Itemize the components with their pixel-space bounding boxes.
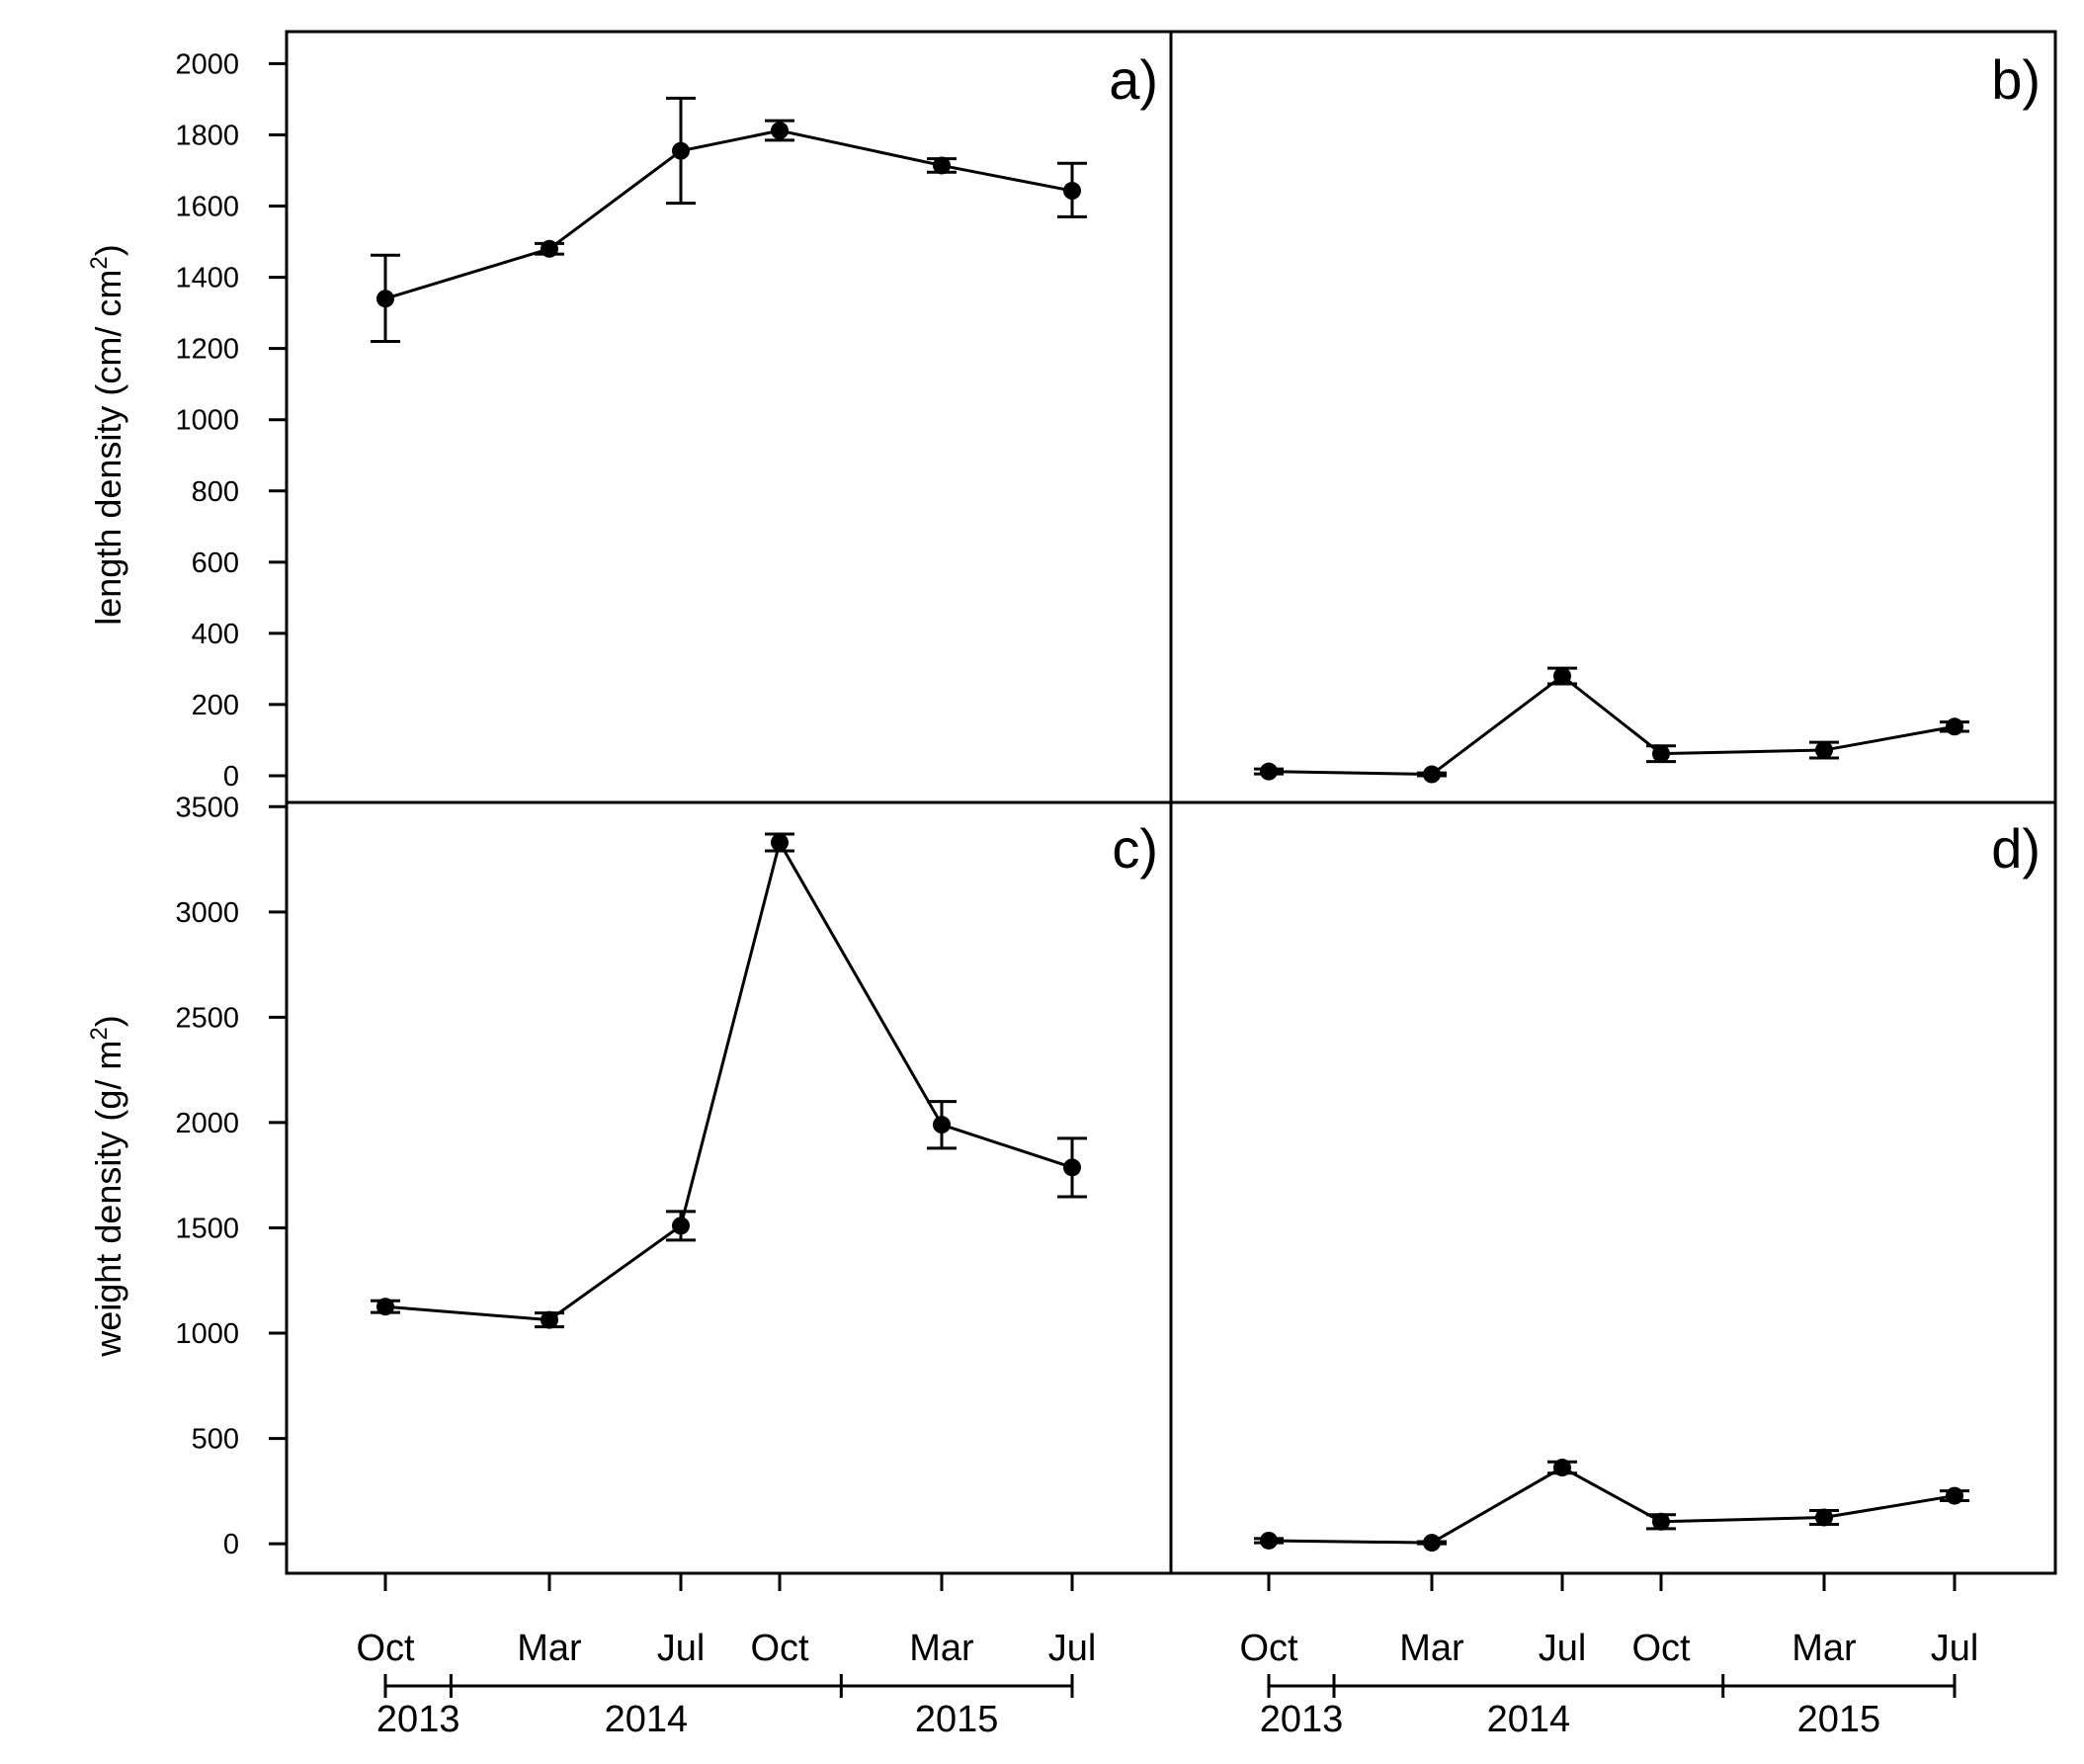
panel-c-y-tick-label: 1000: [175, 1318, 239, 1350]
panel-c-year-label: 2015: [915, 1699, 999, 1740]
panel-label-d: d): [1991, 817, 2041, 880]
panel-a-series-line: [384, 128, 1073, 300]
panel-d-data-point: [1423, 1534, 1441, 1553]
panel-b-series-line: [1268, 674, 1956, 777]
panel-d-x-tick-label: Oct: [1239, 1628, 1298, 1669]
panel-c-data-point: [771, 833, 789, 852]
chart-marks: 0 200 400 600 800 1000 1200 1400 1600 1800 2000 0 50…: [175, 48, 1978, 1740]
panel-a-y-tick-label: 400: [192, 619, 239, 650]
panel-d-series-line: [1268, 1466, 1956, 1545]
panel-c-x-tick-label: Mar: [909, 1628, 974, 1669]
panel-c-year-label: 2014: [605, 1699, 689, 1740]
panel-d-x-tick-label: Oct: [1631, 1628, 1691, 1669]
panel-b-data-point: [1652, 744, 1670, 763]
panel-d-data-point: [1815, 1508, 1833, 1527]
panel-a-y-tick-label: 1800: [175, 120, 239, 151]
panel-c-y-tick-label: 3500: [175, 792, 239, 823]
panel-a-data-point: [672, 141, 690, 160]
panel-c-x-tick-label: Jul: [657, 1628, 706, 1669]
panel-a-data-point: [541, 239, 558, 258]
panel-label-b: b): [1991, 48, 2041, 111]
panel-c-y-tick-label: 3000: [175, 897, 239, 929]
panel-a-y-tick-label: 1000: [175, 405, 239, 437]
panel-d-data-point: [1553, 1459, 1571, 1477]
panel-a-y-tick-label: 0: [223, 761, 239, 793]
panel-c-data-point: [672, 1217, 690, 1235]
panel-a-y-tick-label: 2000: [175, 48, 239, 80]
panel-b-data-point: [1260, 762, 1278, 781]
panel-c-y-tick-label: 1500: [175, 1213, 239, 1244]
panel-d-data-point: [1260, 1531, 1278, 1550]
panel-a-y-tick-label: 600: [192, 547, 239, 579]
panel-d-x-tick-label: Jul: [1539, 1628, 1587, 1669]
panel-c-year-label: 2013: [376, 1699, 460, 1740]
panel-a-data-point: [771, 122, 789, 140]
panel-c-data-point: [933, 1116, 951, 1134]
panel-c-y-tick-label: 0: [223, 1529, 239, 1560]
panel-d-year-label: 2013: [1260, 1699, 1344, 1740]
panel-a-y-tick-label: 200: [192, 690, 239, 721]
panel-c-y-tick-label: 2000: [175, 1108, 239, 1139]
panel-c-x-tick-label: Mar: [517, 1628, 582, 1669]
panel-d-year-label: 2014: [1487, 1699, 1571, 1740]
panel-a-data-point: [933, 156, 951, 175]
panel-b-data-point: [1553, 667, 1571, 686]
panel-a-data-point: [1063, 182, 1081, 201]
panel-d-data-point: [1946, 1486, 1963, 1505]
panel-c-series-line: [384, 838, 1073, 1322]
panel-a-y-tick-label: 800: [192, 476, 239, 508]
panel-d-data-point: [1652, 1512, 1670, 1531]
panel-c-x-tick-label: Oct: [356, 1628, 415, 1669]
panel-a-y-tick-label: 1400: [175, 263, 239, 294]
panel-d-x-tick-label: Mar: [1792, 1628, 1857, 1669]
panel-c-data-point: [376, 1298, 394, 1316]
panel-c-y-tick-label: 2500: [175, 1002, 239, 1034]
y-axis-title-bottom: weight density (g/ m2): [86, 1015, 128, 1358]
y-axis-title-top: length density (cm/ cm2): [86, 244, 128, 625]
panel-c-x-tick-label: Jul: [1048, 1628, 1097, 1669]
panel-b-data-point: [1815, 741, 1833, 760]
panel-label-a: a): [1109, 48, 1158, 111]
panel-a-y-tick-label: 1200: [175, 334, 239, 366]
panel-c-data-point: [1063, 1158, 1081, 1177]
panel-d-year-label: 2015: [1797, 1699, 1881, 1740]
panel-c-x-tick-label: Oct: [750, 1628, 809, 1669]
panel-d-x-tick-label: Jul: [1931, 1628, 1979, 1669]
panel-d-x-tick-label: Mar: [1399, 1628, 1464, 1669]
panel-c-data-point: [541, 1310, 558, 1329]
panel-c-y-tick-label: 500: [192, 1424, 239, 1456]
panel-a-data-point: [376, 290, 394, 308]
panel-b-data-point: [1946, 717, 1963, 736]
panel-label-c: c): [1112, 817, 1158, 880]
panel-a-y-tick-label: 1600: [175, 192, 239, 223]
panel-b-data-point: [1423, 765, 1441, 784]
